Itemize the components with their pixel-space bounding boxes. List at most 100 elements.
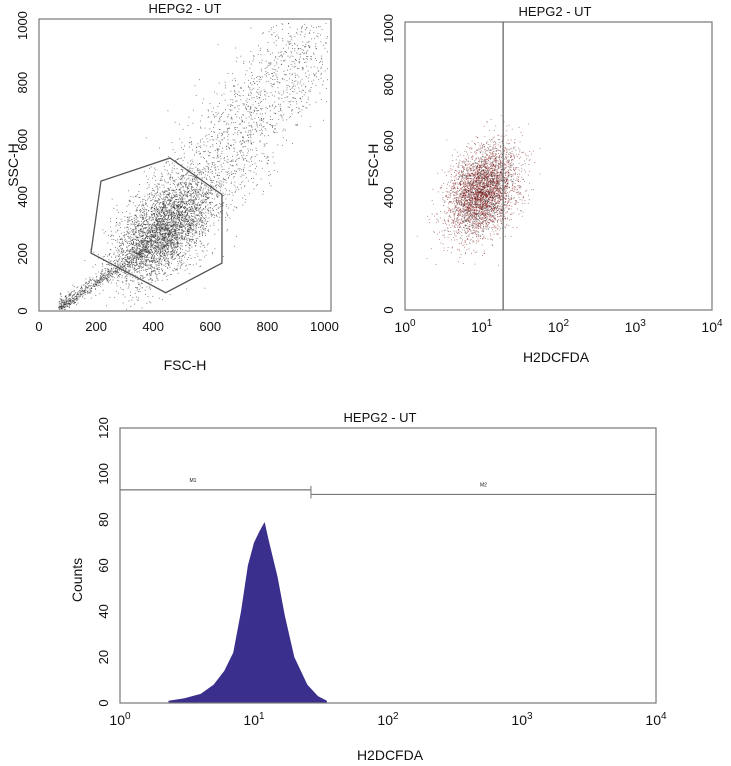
scatter-point: [158, 199, 160, 201]
scatter-point: [111, 268, 113, 270]
scatter-point: [162, 220, 164, 222]
scatter-point: [191, 195, 193, 197]
scatter-point: [195, 216, 197, 218]
scatter-point: [202, 191, 204, 193]
scatter-point: [241, 136, 243, 138]
scatter-point: [197, 163, 199, 165]
scatter-point: [159, 259, 161, 261]
scatter-point: [163, 194, 165, 195]
scatter-point: [311, 25, 312, 27]
scatter-point: [138, 283, 140, 285]
scatter-point: [118, 280, 120, 282]
scatter-point: [173, 242, 175, 243]
scatter-point: [184, 216, 186, 218]
scatter-point: [137, 279, 139, 281]
scatter-point: [152, 210, 154, 212]
scatter-point: [264, 94, 266, 96]
scatter-point: [159, 218, 161, 220]
scatter-point: [176, 202, 178, 204]
scatter-point: [139, 290, 141, 292]
scatter-point: [240, 150, 242, 152]
scatter-point: [159, 250, 161, 252]
scatter-point: [102, 263, 103, 265]
scatter-point: [237, 83, 239, 85]
scatter-point: [158, 235, 160, 237]
scatter-point: [189, 240, 191, 241]
scatter-point: [194, 203, 196, 205]
scatter-point: [201, 242, 203, 244]
scatter-point: [146, 274, 148, 276]
scatter-point: [157, 251, 159, 253]
scatter-point: [191, 200, 193, 202]
scatter-point: [208, 163, 210, 165]
scatter-point: [167, 200, 169, 202]
scatter-point: [159, 224, 161, 225]
scatter-point: [199, 188, 201, 190]
scatter-point: [166, 252, 168, 254]
scatter-point: [174, 267, 175, 269]
scatter-point: [159, 229, 161, 231]
scatter-point: [177, 213, 179, 215]
scatter-point: [153, 223, 155, 225]
scatter-point: [129, 220, 131, 222]
scatter-point: [207, 169, 209, 171]
scatter-point: [280, 103, 282, 105]
scatter-point: [167, 221, 169, 223]
scatter-point: [154, 237, 156, 239]
scatter-point: [202, 222, 204, 224]
scatter-point: [230, 203, 232, 205]
scatter-point: [177, 241, 179, 243]
scatter-point: [244, 185, 246, 187]
scatter-point: [261, 132, 263, 134]
scatter-point: [204, 223, 205, 225]
scatter-point: [117, 230, 118, 232]
scatter-point: [189, 215, 191, 217]
scatter-point: [185, 203, 187, 204]
scatter-point: [196, 180, 198, 182]
scatter-point: [111, 256, 112, 258]
scatter-point: [165, 233, 166, 235]
scatter-point: [175, 191, 177, 193]
scatter-point: [313, 32, 315, 34]
scatter-point: [158, 258, 160, 260]
scatter-point: [176, 235, 178, 237]
scatter-point: [135, 286, 136, 288]
scatter-point: [154, 197, 156, 199]
scatter-point: [136, 222, 138, 224]
scatter-point: [201, 224, 203, 226]
scatter-point: [281, 56, 283, 58]
scatter-point: [155, 193, 157, 195]
scatter-point: [190, 168, 192, 170]
scatter-point: [235, 191, 236, 193]
scatter-point: [173, 195, 175, 196]
scatter-point: [171, 167, 173, 169]
scatter-point: [181, 193, 183, 195]
scatter-point: [187, 188, 189, 190]
scatter-point: [177, 205, 179, 207]
scatter-point: [275, 128, 276, 130]
scatter-point: [172, 221, 174, 223]
scatter-point: [172, 225, 174, 227]
scatter-point: [303, 83, 305, 85]
scatter-point: [166, 210, 168, 212]
scatter-point: [146, 226, 148, 228]
scatter-point: [180, 206, 182, 208]
scatter-point: [138, 209, 140, 211]
scatter-point: [185, 209, 187, 211]
scatter-point: [272, 130, 274, 132]
scatter-point: [170, 238, 172, 239]
scatter-point: [307, 56, 309, 57]
scatter-point: [187, 191, 188, 193]
scatter-point: [132, 281, 134, 283]
scatter-point: [131, 219, 133, 221]
scatter-point: [200, 194, 202, 196]
scatter-point: [163, 213, 165, 215]
scatter-point: [152, 234, 154, 236]
scatter-point: [242, 146, 244, 148]
scatter-point: [139, 285, 141, 287]
scatter-point: [184, 239, 186, 241]
scatter-point: [135, 227, 137, 229]
scatter-point: [175, 247, 177, 248]
scatter-point: [147, 229, 149, 231]
scatter-point: [270, 29, 272, 31]
